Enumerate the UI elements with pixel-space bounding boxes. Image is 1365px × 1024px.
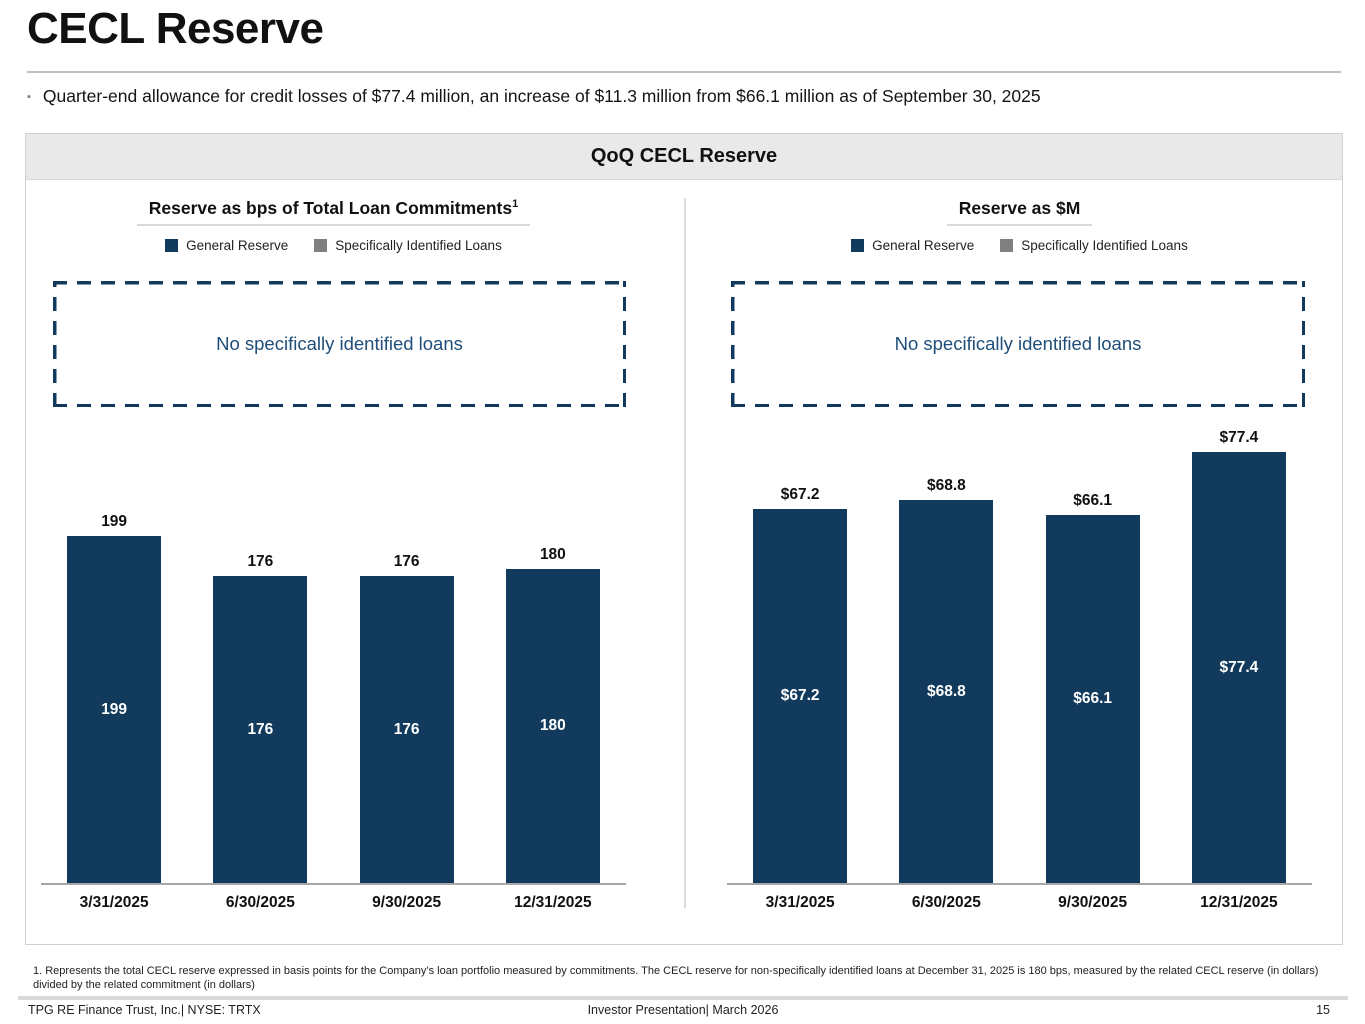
bar-inner-label: $67.2 xyxy=(780,687,820,704)
chart-title: Reserve as bps of Total Loan Commitments… xyxy=(136,198,531,226)
summary-bullet-text: Quarter-end allowance for credit losses … xyxy=(42,86,1041,106)
page-title: CECL Reserve xyxy=(27,4,324,53)
chart-title-superscript: 1 xyxy=(512,198,519,211)
bars-row: 199 199 176 176 176 176 180 180 xyxy=(41,180,626,885)
no-specific-loans-callout: No specifically identified loans xyxy=(53,281,626,407)
bar-inner-label: $77.4 xyxy=(1219,658,1259,676)
x-axis-label: 12/31/2025 xyxy=(514,894,592,911)
summary-bullet: ▪ Quarter-end allowance for credit losse… xyxy=(27,86,1337,107)
title-divider xyxy=(27,71,1341,73)
chart-legend: General Reserve Specifically Identified … xyxy=(41,238,626,253)
bar-slot: 176 176 xyxy=(187,553,333,883)
panel-header: QoQ CECL Reserve xyxy=(26,134,1342,180)
qoq-cecl-reserve-panel: QoQ CECL Reserve Reserve as bps of Total… xyxy=(25,133,1343,945)
bar-slot: $77.4 $77.4 xyxy=(1166,429,1312,883)
panel-title: QoQ CECL Reserve xyxy=(590,145,778,167)
legend-item-specifically-identified: Specifically Identified Loans xyxy=(1000,238,1188,253)
x-axis-label: 6/30/2025 xyxy=(911,894,981,911)
bar-inner-label: $68.8 xyxy=(926,682,966,700)
bar-slot: 176 176 xyxy=(334,553,480,883)
legend-label: General Reserve xyxy=(186,238,289,253)
bar-general-reserve: 176 xyxy=(213,576,308,883)
bar-general-reserve: $68.8 xyxy=(899,500,994,883)
bar-general-reserve: 180 xyxy=(505,569,600,883)
bar-inner-label: 180 xyxy=(539,717,566,734)
legend-item-specifically-identified: Specifically Identified Loans xyxy=(314,238,502,253)
bullet-icon: ▪ xyxy=(27,91,31,103)
bar-value-label: 180 xyxy=(539,546,566,563)
legend-label: Specifically Identified Loans xyxy=(335,238,502,253)
bar-general-reserve: $67.2 xyxy=(753,509,848,883)
chart-title-wrap: Reserve as bps of Total Loan Commitments… xyxy=(41,198,626,226)
bar-general-reserve: 176 xyxy=(359,576,454,883)
no-specific-loans-callout: No specifically identified loans xyxy=(731,281,1305,407)
footer-presentation: Investor Presentation| March 2026 xyxy=(587,1003,779,1017)
legend-item-general-reserve: General Reserve xyxy=(851,238,974,253)
bar-slot: 199 199 xyxy=(41,513,187,883)
x-axis-label: 3/31/2025 xyxy=(765,894,835,911)
bar-general-reserve: 199 xyxy=(67,536,162,883)
x-axis-labels: 3/31/2025 6/30/2025 9/30/2025 12/31/2025 xyxy=(41,894,626,912)
bar-value-label: $68.8 xyxy=(926,477,966,494)
bar-value-label: $66.1 xyxy=(1073,492,1113,509)
no-specific-loans-text: No specifically identified loans xyxy=(216,333,463,354)
no-specific-loans-text: No specifically identified loans xyxy=(894,333,1142,354)
chart-title-wrap: Reserve as $M xyxy=(727,198,1312,226)
bar-value-label: $67.2 xyxy=(780,486,820,503)
bar-slot: $68.8 $68.8 xyxy=(873,477,1019,883)
bar-inner-label: $66.1 xyxy=(1073,690,1113,707)
bar-value-label: 199 xyxy=(101,513,128,530)
x-axis-label: 6/30/2025 xyxy=(225,894,295,911)
legend-label: Specifically Identified Loans xyxy=(1021,238,1188,253)
footer-divider xyxy=(18,996,1348,1000)
bar-value-label: 176 xyxy=(247,553,274,570)
footer-company: TPG RE Finance Trust, Inc.| NYSE: TRTX xyxy=(28,1003,261,1017)
specifically-identified-swatch-icon xyxy=(314,239,328,252)
chart-reserve-dollars: Reserve as $M General Reserve Specifical… xyxy=(686,180,1344,946)
chart-title-text: Reserve as $M xyxy=(958,198,1081,218)
chart-title: Reserve as $M xyxy=(946,198,1093,226)
bar-inner-label: 199 xyxy=(101,700,128,718)
bar-slot: 180 180 xyxy=(480,546,626,883)
bar-slot: $67.2 $67.2 xyxy=(727,486,873,883)
bars-row: $67.2 $67.2 $68.8 $68.8 $66.1 $66.1 $77.4 $77.4 xyxy=(727,180,1312,885)
legend-label: General Reserve xyxy=(872,238,975,253)
chart-reserve-bps: Reserve as bps of Total Loan Commitments… xyxy=(26,180,684,946)
legend-item-general-reserve: General Reserve xyxy=(165,238,288,253)
bar-slot: $66.1 $66.1 xyxy=(1020,492,1166,883)
bar-value-label: 176 xyxy=(393,553,420,570)
bar-general-reserve: $66.1 xyxy=(1045,515,1140,883)
x-axis-label: 9/30/2025 xyxy=(1058,894,1128,911)
bar-general-reserve: $77.4 xyxy=(1191,452,1286,883)
page-number: 15 xyxy=(1316,1003,1330,1017)
bar-value-label: $77.4 xyxy=(1219,429,1259,446)
bar-inner-label: 176 xyxy=(393,720,420,738)
general-reserve-swatch-icon xyxy=(165,239,179,252)
bar-inner-label: 176 xyxy=(247,720,274,738)
x-axis-label: 3/31/2025 xyxy=(79,894,149,911)
chart-legend: General Reserve Specifically Identified … xyxy=(727,238,1312,253)
specifically-identified-swatch-icon xyxy=(1000,239,1014,252)
x-axis-label: 12/31/2025 xyxy=(1200,894,1278,911)
chart-divider xyxy=(684,198,686,908)
x-axis-labels: 3/31/2025 6/30/2025 9/30/2025 12/31/2025 xyxy=(727,894,1312,912)
general-reserve-swatch-icon xyxy=(851,239,865,252)
chart-title-text: Reserve as bps of Total Loan Commitments xyxy=(148,198,513,218)
footnote: 1. Represents the total CECL reserve exp… xyxy=(33,965,1319,992)
footer: TPG RE Finance Trust, Inc.| NYSE: TRTX I… xyxy=(28,1003,1338,1017)
x-axis-label: 9/30/2025 xyxy=(372,894,442,911)
